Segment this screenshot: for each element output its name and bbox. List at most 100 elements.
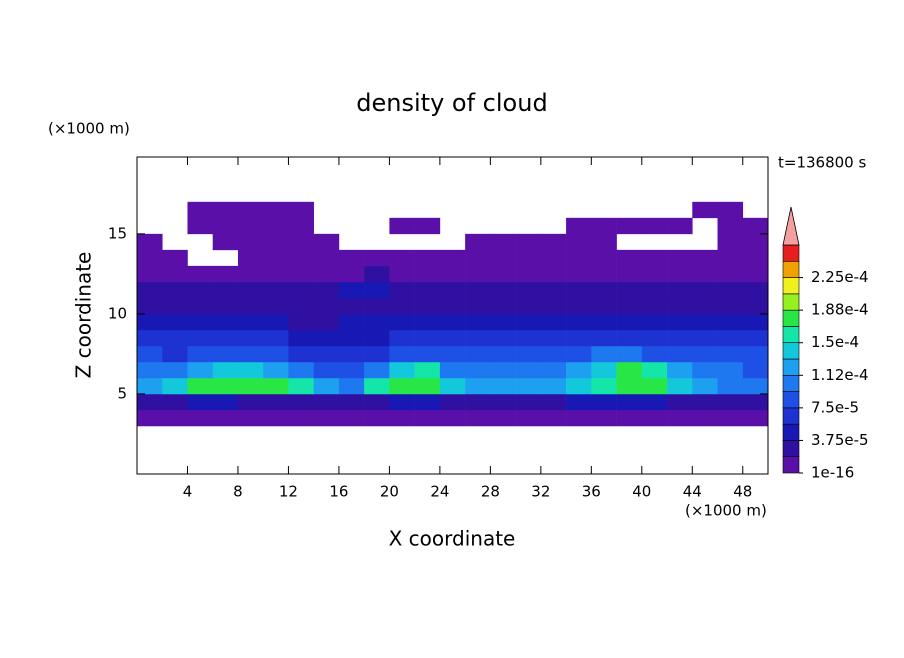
field-cell	[338, 297, 365, 315]
field-cell	[540, 313, 567, 331]
field-cell	[263, 345, 289, 363]
field-cell	[667, 361, 693, 379]
field-cell	[742, 313, 769, 331]
field-cell	[490, 361, 516, 379]
field-cell	[137, 233, 163, 251]
field-cell	[490, 313, 516, 331]
field-cell	[338, 361, 365, 379]
field-cell	[616, 361, 643, 379]
field-cell	[263, 329, 289, 347]
field-cell	[263, 377, 289, 395]
field-cell	[591, 393, 617, 411]
field-cell	[364, 249, 390, 267]
field-cell	[490, 265, 516, 283]
field-cell	[692, 281, 718, 299]
field-cell	[566, 233, 592, 251]
field-cell	[616, 329, 643, 347]
field-cell	[137, 393, 163, 411]
field-cell	[364, 345, 390, 363]
field-cell	[566, 217, 592, 235]
field-cell	[338, 329, 365, 347]
field-cell	[616, 393, 643, 411]
field-cell	[465, 361, 491, 379]
field-cell	[667, 265, 693, 283]
field-cell	[313, 297, 340, 315]
field-cell	[137, 361, 163, 379]
field-cell	[465, 249, 491, 267]
field-cell	[313, 377, 340, 395]
field-cell	[137, 297, 163, 315]
field-cell	[566, 281, 592, 299]
field-cell	[364, 281, 390, 299]
field-cell	[566, 377, 592, 395]
field-cell	[338, 265, 365, 283]
field-cell	[288, 281, 314, 299]
field-cell	[742, 281, 769, 299]
field-cell	[540, 377, 567, 395]
field-cell	[515, 377, 542, 395]
field-cell	[692, 393, 718, 411]
field-cell	[414, 313, 441, 331]
colorbar-box	[782, 440, 800, 458]
field-cell	[162, 281, 188, 299]
field-cell	[465, 313, 491, 331]
x-tick-label: 16	[329, 483, 348, 501]
field-cell	[237, 377, 264, 395]
field-cell	[641, 249, 668, 267]
field-cell	[641, 297, 668, 315]
field-cell	[389, 217, 415, 235]
x-tick-label: 36	[582, 483, 601, 501]
colorbar-label: 1.88e-4	[811, 301, 869, 319]
field-cell	[439, 409, 466, 427]
field-cell	[540, 265, 567, 283]
field-cell	[389, 249, 415, 267]
field-cell	[313, 361, 340, 379]
field-cell	[414, 377, 441, 395]
field-cell	[742, 329, 769, 347]
field-cell	[263, 297, 289, 315]
field-cell	[389, 313, 415, 331]
colorbar-label: 7.5e-5	[811, 398, 859, 416]
field-cell	[212, 393, 239, 411]
field-cell	[667, 345, 693, 363]
field-cell	[591, 249, 617, 267]
field-cell	[641, 377, 668, 395]
field-cell	[717, 265, 744, 283]
field-cell	[515, 345, 542, 363]
colorbar-box	[782, 244, 800, 262]
field-cell	[465, 409, 491, 427]
field-cell	[465, 329, 491, 347]
field-cell	[212, 233, 239, 251]
field-cell	[187, 313, 214, 331]
field-cell	[616, 345, 643, 363]
field-cell	[641, 313, 668, 331]
field-cell	[137, 249, 163, 267]
field-cell	[338, 281, 365, 299]
field-cell	[263, 409, 289, 427]
field-cell	[439, 345, 466, 363]
field-cell	[212, 329, 239, 347]
field-cell	[591, 233, 617, 251]
field-cell	[237, 233, 264, 251]
field-cell	[162, 409, 188, 427]
field-cell	[288, 249, 314, 267]
field-cell	[490, 345, 516, 363]
colorbar-box	[782, 342, 800, 360]
x-tick-label: 40	[632, 483, 651, 501]
field-cell	[717, 409, 744, 427]
field-cell	[364, 265, 390, 283]
field-cell	[717, 313, 744, 331]
field-cell	[465, 297, 491, 315]
field-cell	[414, 329, 441, 347]
field-cell	[187, 329, 214, 347]
field-cell	[137, 345, 163, 363]
field-cell	[742, 393, 769, 411]
field-cell	[263, 265, 289, 283]
field-cell	[187, 201, 214, 219]
field-cell	[313, 409, 340, 427]
field-cell	[364, 297, 390, 315]
field-cell	[212, 297, 239, 315]
field-cell	[641, 361, 668, 379]
field-cell	[515, 233, 542, 251]
field-cell	[641, 329, 668, 347]
